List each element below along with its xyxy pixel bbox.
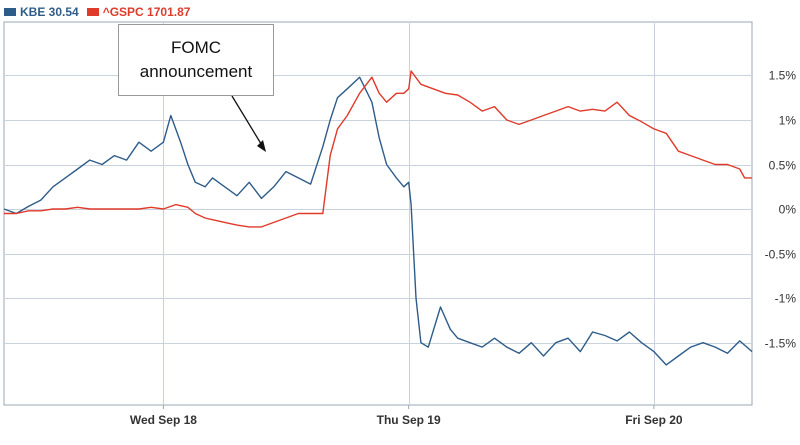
callout-arrow-line [231, 95, 264, 148]
callout-arrow-head [257, 140, 266, 152]
y-tick-label: -0.5% [765, 248, 797, 262]
legend-item-kbe[interactable]: KBE 30.54 [4, 5, 79, 19]
legend-swatch-gspc [86, 8, 99, 16]
y-tick-label: -1% [775, 292, 797, 306]
y-tick-label: 1% [779, 114, 797, 128]
callout-line-2: announcement [139, 62, 253, 81]
series-line-gspc [4, 70, 752, 228]
fomc-callout: FOMC announcement [118, 24, 274, 96]
legend: KBE 30.54 ^GSPC 1701.87 [4, 3, 198, 21]
y-tick-label: 0.5% [769, 159, 797, 173]
legend-swatch-kbe [4, 8, 16, 16]
legend-label-gspc: ^GSPC 1701.87 [102, 5, 191, 19]
callout-line-1: FOMC [170, 38, 222, 57]
x-tick-label: Fri Sep 20 [625, 413, 683, 427]
legend-item-gspc[interactable]: ^GSPC 1701.87 [86, 5, 191, 19]
x-tick-label: Wed Sep 18 [130, 413, 197, 427]
series-line-kbe [3, 76, 753, 366]
x-tick-label: Thu Sep 19 [377, 413, 441, 427]
y-tick-label: -1.5% [765, 337, 797, 351]
legend-label-kbe: KBE 30.54 [20, 5, 79, 19]
y-tick-label: 0% [779, 203, 797, 217]
y-tick-label: 1.5% [769, 69, 797, 83]
plot-frame [3, 21, 753, 406]
